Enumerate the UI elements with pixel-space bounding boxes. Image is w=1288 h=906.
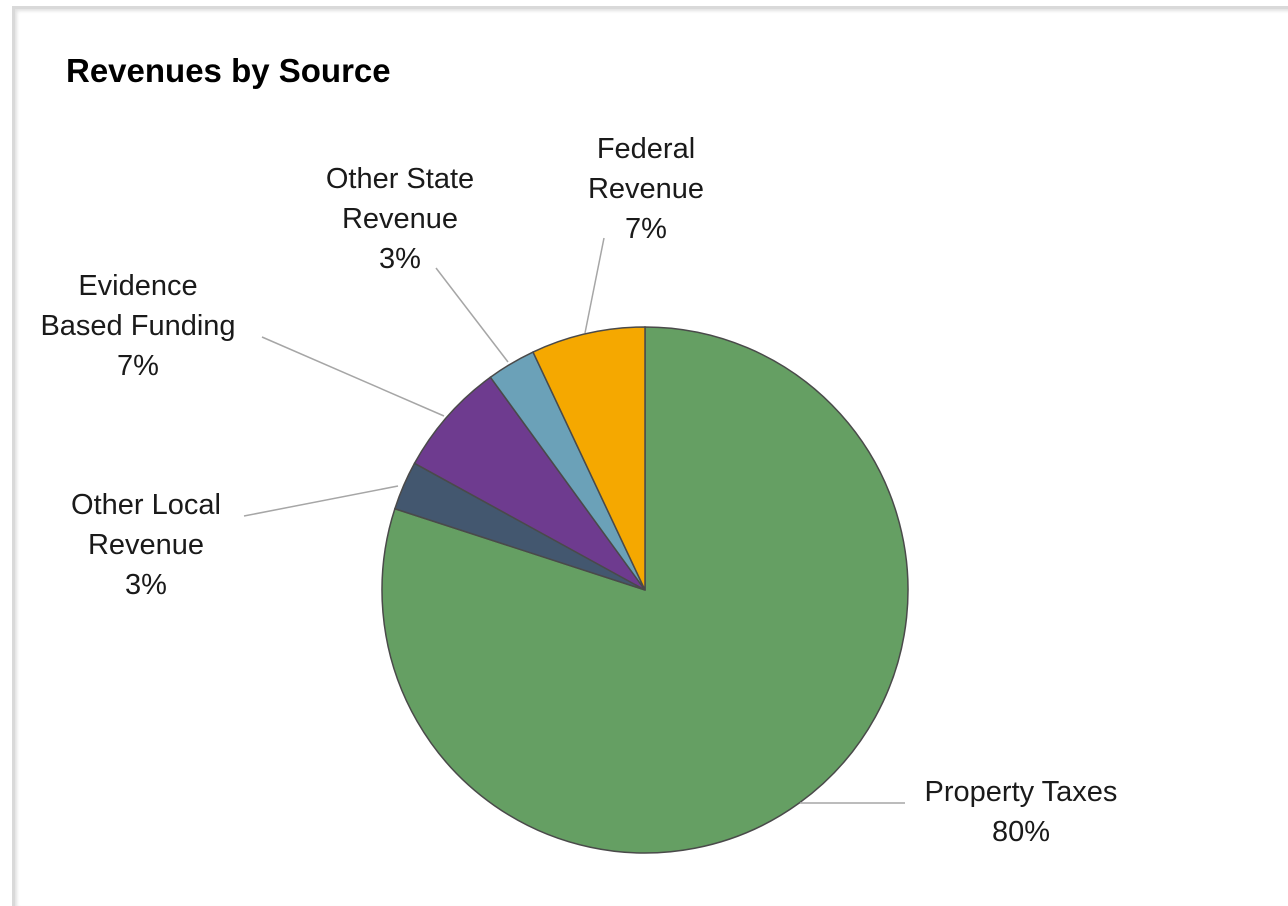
leader-line-2 xyxy=(261,336,445,417)
data-label-name-1: Revenue xyxy=(88,529,204,561)
data-label-name-4: Federal xyxy=(597,133,695,165)
data-label-percent-0: 80% xyxy=(992,816,1050,848)
data-label-percent-1: 3% xyxy=(125,569,167,601)
data-label-name-0: Property Taxes xyxy=(925,776,1118,808)
leader-line-3 xyxy=(435,267,509,363)
data-label-percent-2: 7% xyxy=(117,350,159,382)
leader-line-1 xyxy=(243,485,399,517)
data-label-name-4: Revenue xyxy=(588,173,704,205)
data-label-percent-4: 7% xyxy=(625,213,667,245)
data-label-name-1: Other Local xyxy=(71,489,221,521)
pie-slice-4 xyxy=(532,326,646,591)
data-label-name-2: Evidence xyxy=(78,270,197,302)
pie-slice-2 xyxy=(413,376,646,591)
data-label-name-3: Revenue xyxy=(342,203,458,235)
data-label-percent-3: 3% xyxy=(379,243,421,275)
data-label-name-2: Based Funding xyxy=(40,310,235,342)
pie-slice-0 xyxy=(381,326,909,854)
chart-title: Revenues by Source xyxy=(66,52,391,89)
data-label-name-3: Other State xyxy=(326,163,474,195)
leader-line-4 xyxy=(584,237,605,334)
